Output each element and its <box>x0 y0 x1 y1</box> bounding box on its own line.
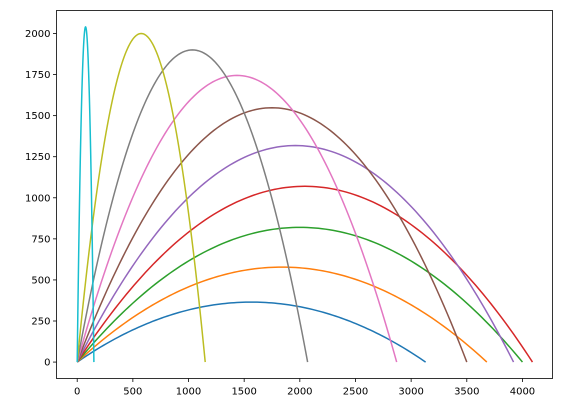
series-line-2 <box>76 266 488 363</box>
y-axis-ticks: 0 250 500 750 1000 1250 1500 1750 2000 <box>25 29 57 369</box>
series-line-6 <box>76 107 468 363</box>
y-tick-label: 1500 <box>25 111 50 122</box>
axes-frame <box>56 10 553 379</box>
y-tick-label: 250 <box>31 317 50 328</box>
x-tick-label: 0 <box>74 387 80 398</box>
x-tick-label: 1500 <box>231 387 256 398</box>
x-tick-label: 3500 <box>454 387 479 398</box>
series-line-10 <box>76 26 95 363</box>
series-line-7 <box>76 74 398 363</box>
series-group <box>76 26 534 363</box>
y-tick-label: 2000 <box>25 29 50 40</box>
y-tick-label: 750 <box>31 234 50 245</box>
x-tick-label: 2500 <box>343 387 368 398</box>
series-line-3 <box>76 226 524 363</box>
y-tick-label: 1750 <box>25 70 50 81</box>
series-line-9 <box>76 32 206 363</box>
x-tick-label: 2000 <box>287 387 312 398</box>
series-line-8 <box>76 49 309 363</box>
x-tick-label: 4000 <box>510 387 535 398</box>
x-tick-label: 1000 <box>176 387 201 398</box>
x-axis-ticks: 0 500 1000 1500 2000 2500 3000 3500 4000 <box>74 378 535 398</box>
y-tick-label: 500 <box>31 275 50 286</box>
y-tick-label: 0 <box>44 358 50 369</box>
y-tick-label: 1000 <box>25 193 50 204</box>
x-tick-label: 500 <box>123 387 142 398</box>
series-line-5 <box>76 144 515 363</box>
x-tick-label: 3000 <box>398 387 423 398</box>
y-tick-label: 1250 <box>25 152 50 163</box>
series-line-1 <box>76 301 427 363</box>
